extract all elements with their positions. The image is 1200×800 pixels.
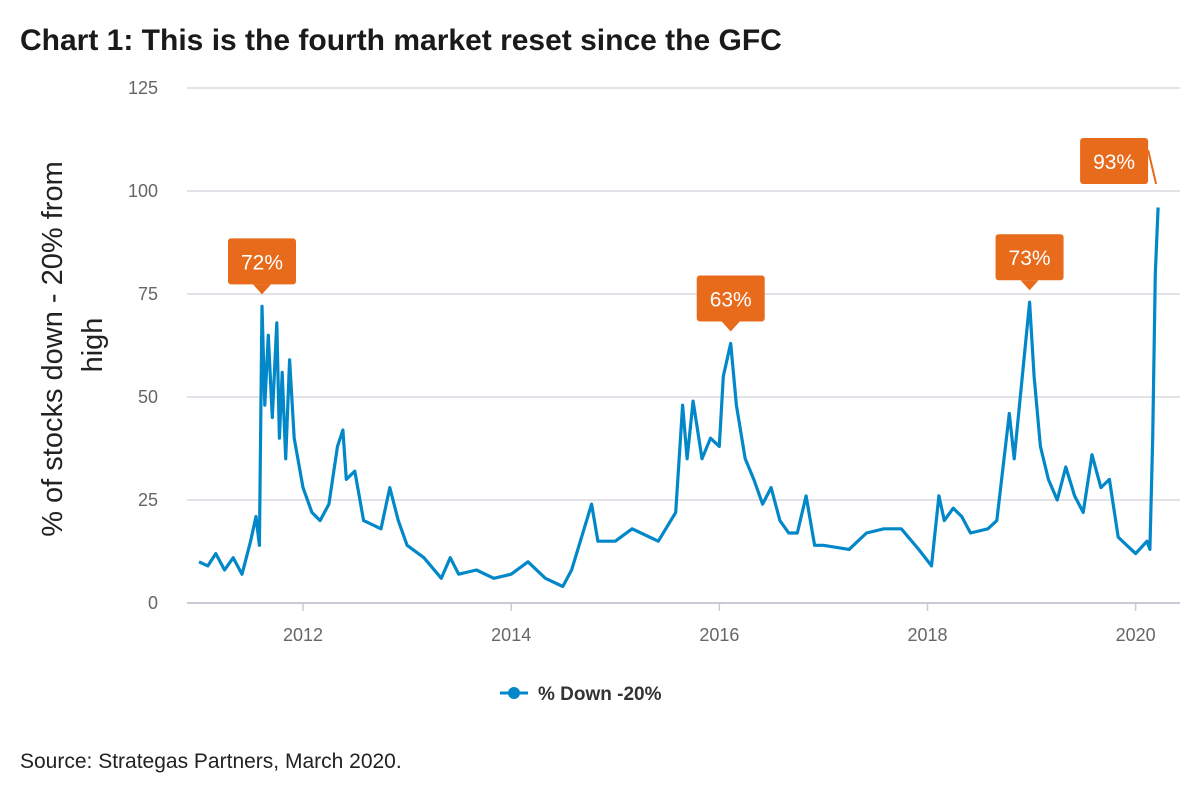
y-axis-label: % of stocks down - 20% from high [37,153,109,537]
annotation-pointer [721,321,740,332]
annotation-callout: 73% [995,234,1064,291]
annotation-label: 72% [241,251,283,274]
x-tick-label: 2020 [1116,625,1156,645]
annotation-label: 73% [1009,247,1051,270]
annotation-box [995,234,1064,281]
chart-title: Chart 1: This is the fourth market reset… [20,24,782,57]
annotation-callout: 63% [696,275,765,332]
annotation-callout: 93% [1080,138,1158,185]
annotation-connector [1147,149,1158,185]
x-tick-label: 2014 [491,625,531,645]
legend[interactable]: % Down -20% [500,684,662,705]
y-axis-label-line-1: % of stocks down - 20% from [37,161,69,537]
x-tick-label: 2018 [907,625,947,645]
annotation-label: 93% [1093,151,1135,174]
legend-label: % Down -20% [538,684,662,705]
source-note: Source: Strategas Partners, March 2020. [20,750,402,773]
annotation-callout: 72% [227,238,296,295]
y-axis-label-line-2: high [77,318,109,373]
annotation-pointer [252,284,271,295]
y-tick-label: 25 [138,490,158,510]
x-tick-label: 2016 [699,625,739,645]
annotation-box [1080,138,1149,184]
y-tick-label: 125 [128,78,158,98]
legend-marker-icon [508,687,520,699]
x-tick-label: 2012 [283,625,323,645]
annotation-box [227,238,296,285]
annotation-pointer [1020,280,1039,291]
annotation-box [696,275,765,322]
y-tick-label: 50 [138,387,158,407]
series-line [198,207,1160,589]
y-tick-label: 0 [148,593,158,613]
y-tick-label: 75 [138,284,158,304]
y-tick-label: 100 [128,181,158,201]
annotation-label: 63% [710,288,752,311]
